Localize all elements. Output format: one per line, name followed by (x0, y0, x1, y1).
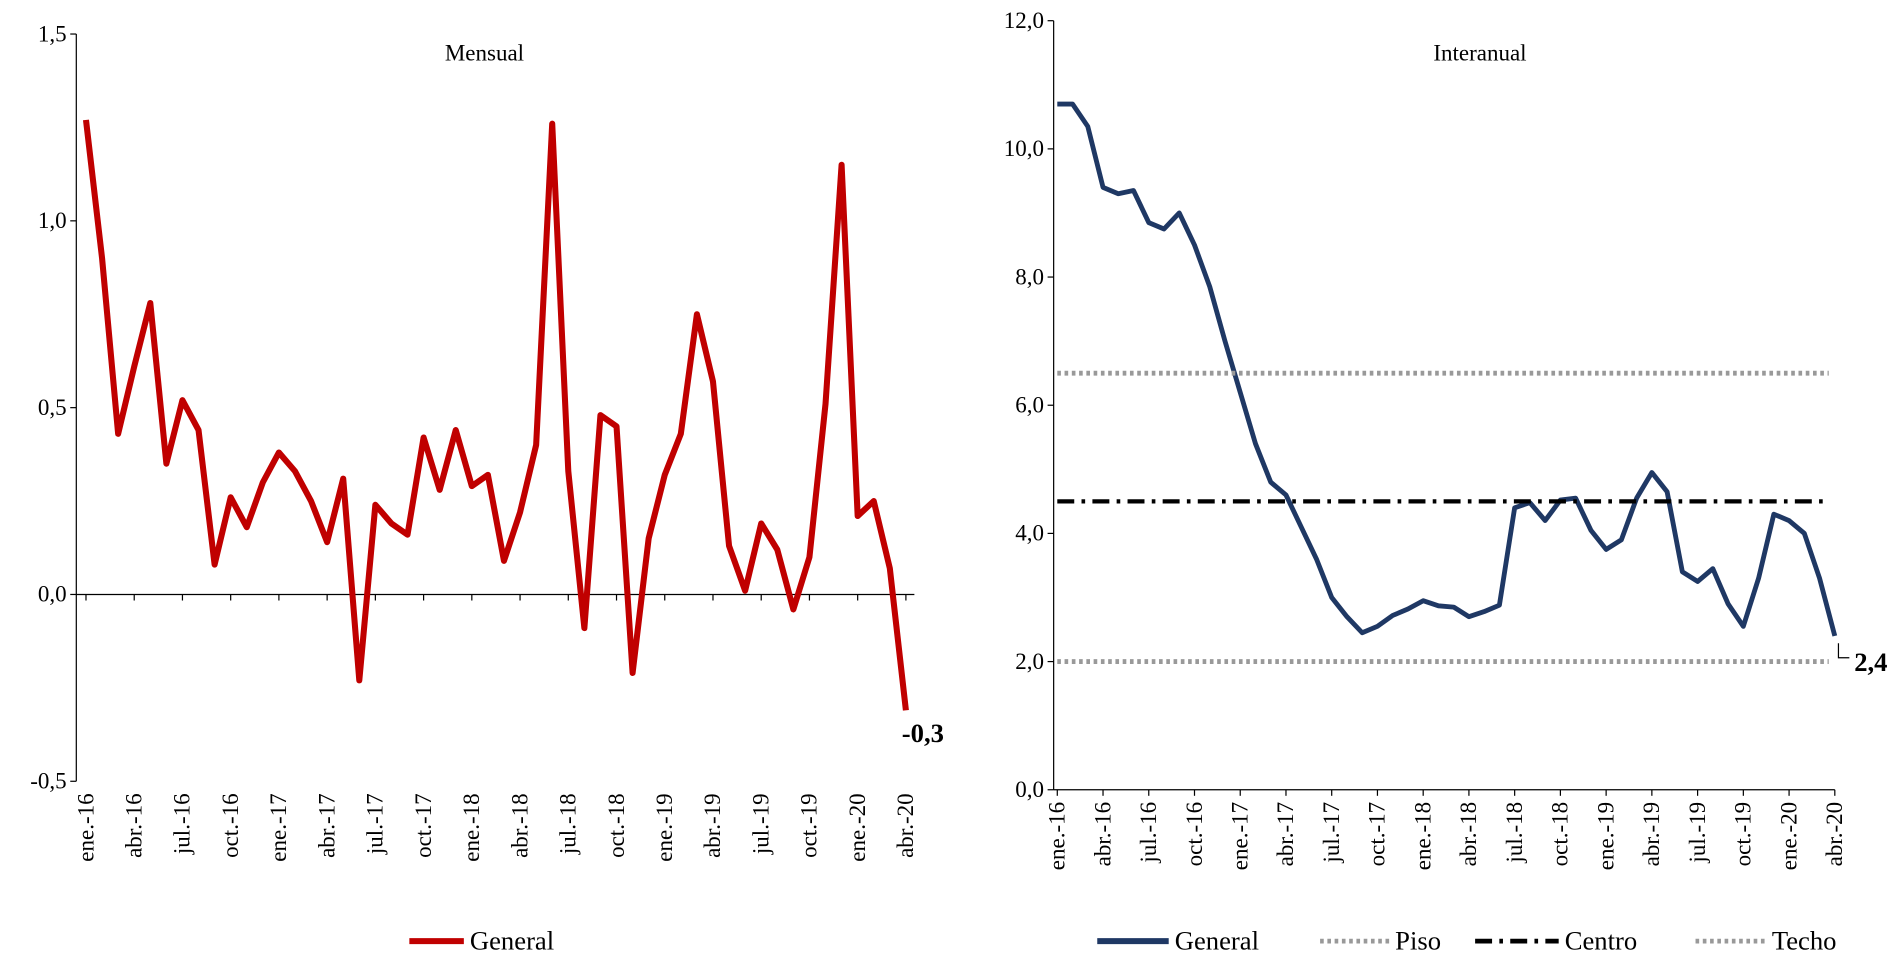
y-tick-label: 0,0 (1015, 776, 1044, 802)
x-tick-label: oct.-18 (603, 793, 629, 858)
legend-label: Techo (1772, 926, 1837, 956)
y-tick-label: 4,0 (1015, 520, 1044, 546)
x-tick-label: abr.-19 (699, 793, 725, 858)
value-label: 2,4 (1854, 647, 1887, 677)
x-tick-label: oct.-18 (1547, 802, 1573, 867)
x-tick-label: abr.-16 (1089, 802, 1115, 867)
label-leader (1837, 643, 1850, 659)
y-tick-label: 8,0 (1015, 263, 1044, 289)
x-tick-label: ene.-16 (1044, 802, 1070, 870)
x-tick-label: oct.-16 (1181, 802, 1207, 867)
series-line (82, 119, 909, 711)
x-tick-label: jul.-18 (555, 793, 581, 855)
y-tick-label: 6,0 (1015, 391, 1044, 417)
legend-label: Centro (1565, 926, 1637, 956)
y-tick-label: -0,5 (30, 768, 66, 794)
x-tick-label: abr.-17 (1272, 802, 1298, 867)
y-tick-label: 0,5 (38, 394, 67, 420)
legend-label: General (1175, 926, 1259, 956)
x-tick-label: abr.-18 (1455, 802, 1481, 867)
x-tick-label: oct.-16 (217, 793, 243, 858)
x-tick-label: jul.-19 (1684, 802, 1710, 864)
x-tick-label: jul.-17 (362, 793, 388, 855)
x-tick-label: abr.-20 (1821, 802, 1847, 867)
x-tick-label: abr.-19 (1638, 802, 1664, 867)
chart-title: Mensual (445, 40, 524, 66)
x-tick-label: ene.-18 (1409, 802, 1435, 870)
x-tick-label: oct.-19 (796, 793, 822, 858)
legend-label: General (470, 926, 554, 956)
y-tick-label: 0,0 (38, 581, 67, 607)
y-tick-label: 2,0 (1015, 648, 1044, 674)
chart-title: Interanual (1433, 40, 1526, 66)
x-tick-label: ene.-16 (72, 793, 98, 861)
x-tick-label: ene.-19 (1592, 802, 1618, 870)
x-tick-label: oct.-17 (410, 793, 436, 858)
x-tick-label: abr.-16 (120, 793, 146, 858)
x-tick-label: ene.-18 (458, 793, 484, 861)
x-tick-label: jul.-17 (1318, 802, 1344, 864)
x-tick-label: jul.-18 (1501, 802, 1527, 864)
x-tick-label: ene.-20 (844, 793, 870, 861)
y-tick-label: 1,0 (38, 207, 67, 233)
x-tick-label: ene.-20 (1775, 802, 1801, 870)
x-tick-label: ene.-17 (1227, 802, 1253, 870)
x-tick-label: oct.-17 (1364, 802, 1390, 867)
x-tick-label: jul.-19 (747, 793, 773, 855)
x-tick-label: jul.-16 (1135, 802, 1161, 864)
y-tick-label: 1,5 (38, 20, 67, 46)
x-tick-label: oct.-19 (1730, 802, 1756, 867)
y-tick-label: 12,0 (1004, 7, 1044, 33)
x-tick-label: abr.-18 (506, 793, 532, 858)
y-tick-label: 10,0 (1004, 135, 1044, 161)
x-tick-label: abr.-17 (313, 793, 339, 858)
value-label: -0,3 (902, 718, 944, 748)
x-tick-label: ene.-17 (265, 793, 291, 861)
x-tick-label: abr.-20 (892, 793, 918, 858)
series-line (1057, 101, 1838, 637)
x-tick-label: ene.-19 (651, 793, 677, 861)
x-tick-label: jul.-16 (169, 793, 195, 855)
legend-label: Piso (1395, 926, 1441, 956)
